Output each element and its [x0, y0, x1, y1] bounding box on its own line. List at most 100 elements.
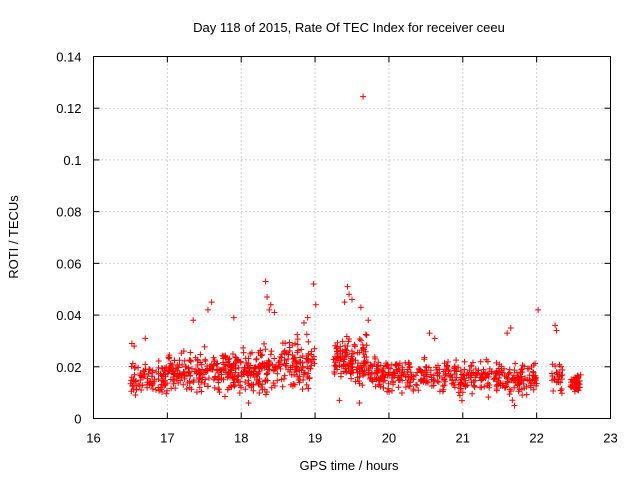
data-point	[557, 387, 564, 394]
data-point	[294, 336, 301, 343]
data-point	[519, 362, 526, 369]
data-point	[556, 361, 563, 368]
data-point	[151, 376, 158, 383]
data-point	[159, 389, 166, 396]
data-point	[415, 387, 422, 394]
data-point	[287, 364, 294, 371]
data-point	[270, 367, 277, 374]
data-point	[202, 367, 209, 374]
data-point	[365, 369, 372, 376]
data-point	[353, 366, 360, 373]
data-point	[208, 299, 215, 306]
data-point	[312, 301, 319, 308]
data-point	[155, 357, 162, 364]
data-point	[532, 372, 539, 379]
data-point	[266, 366, 273, 373]
data-point	[153, 368, 160, 375]
data-point	[293, 368, 300, 375]
data-point	[177, 377, 184, 384]
data-point	[354, 374, 361, 381]
data-point	[205, 375, 212, 382]
data-point	[485, 373, 492, 380]
data-point	[201, 343, 208, 350]
data-point	[528, 364, 535, 371]
data-point	[201, 380, 208, 387]
data-point	[476, 372, 483, 379]
x-tick-label: 19	[308, 431, 322, 446]
data-point	[251, 364, 258, 371]
data-point	[485, 370, 492, 377]
data-point	[202, 376, 209, 383]
x-tick-label: 17	[160, 431, 174, 446]
data-point	[135, 364, 142, 371]
data-point	[552, 322, 559, 329]
data-point	[299, 386, 306, 393]
data-point	[389, 387, 396, 394]
data-point	[286, 348, 293, 355]
data-point	[230, 375, 237, 382]
y-tick-labels: 0 0.02 0.04 0.06 0.08 0.1 0.12 0.14	[56, 50, 81, 427]
data-point	[345, 363, 352, 370]
data-point	[458, 397, 465, 404]
data-point	[512, 360, 519, 367]
data-point	[236, 389, 243, 396]
data-point	[358, 337, 365, 344]
data-point	[196, 384, 203, 391]
y-tick-label: 0.1	[63, 153, 81, 168]
data-point	[478, 384, 485, 391]
data-point	[470, 369, 477, 376]
data-point	[574, 372, 581, 379]
data-point	[402, 384, 409, 391]
data-point	[222, 352, 229, 359]
data-point	[384, 388, 391, 395]
data-point	[256, 381, 263, 388]
data-point	[186, 368, 193, 375]
data-point	[518, 373, 525, 380]
data-point	[360, 93, 367, 100]
data-point	[475, 367, 482, 374]
data-point	[445, 368, 452, 375]
data-point	[161, 367, 168, 374]
data-point	[262, 346, 269, 353]
data-point	[176, 371, 183, 378]
data-point	[457, 367, 464, 374]
data-point	[292, 340, 299, 347]
data-point	[231, 383, 238, 390]
data-point	[405, 359, 412, 366]
data-point	[506, 366, 513, 373]
data-point	[517, 370, 524, 377]
data-point	[256, 389, 263, 396]
x-tick-label: 16	[86, 431, 100, 446]
data-point	[395, 384, 402, 391]
data-point	[447, 373, 454, 380]
x-tick-label: 21	[456, 431, 470, 446]
data-point	[216, 366, 223, 373]
data-point	[502, 384, 509, 391]
data-point	[394, 374, 401, 381]
data-point	[441, 360, 448, 367]
data-point	[305, 370, 312, 377]
y-tick-label: 0.12	[56, 101, 81, 116]
data-point	[373, 376, 380, 383]
data-point	[198, 388, 205, 395]
data-point	[207, 362, 214, 369]
data-point	[204, 306, 211, 313]
data-point	[434, 378, 441, 385]
data-point	[462, 377, 469, 384]
y-tick-label: 0.04	[56, 308, 81, 323]
data-point	[375, 359, 382, 366]
data-point	[360, 370, 367, 377]
data-point	[187, 349, 194, 356]
data-point	[376, 381, 383, 388]
data-point	[264, 293, 271, 300]
data-point	[199, 366, 206, 373]
data-point	[183, 386, 190, 393]
data-point	[334, 350, 341, 357]
data-point	[508, 377, 515, 384]
plot-frame	[93, 56, 611, 419]
data-point	[363, 354, 370, 361]
data-point	[281, 356, 288, 363]
y-tick-label: 0	[74, 412, 81, 427]
data-point	[398, 372, 405, 379]
y-tick-label: 0.02	[56, 360, 81, 375]
